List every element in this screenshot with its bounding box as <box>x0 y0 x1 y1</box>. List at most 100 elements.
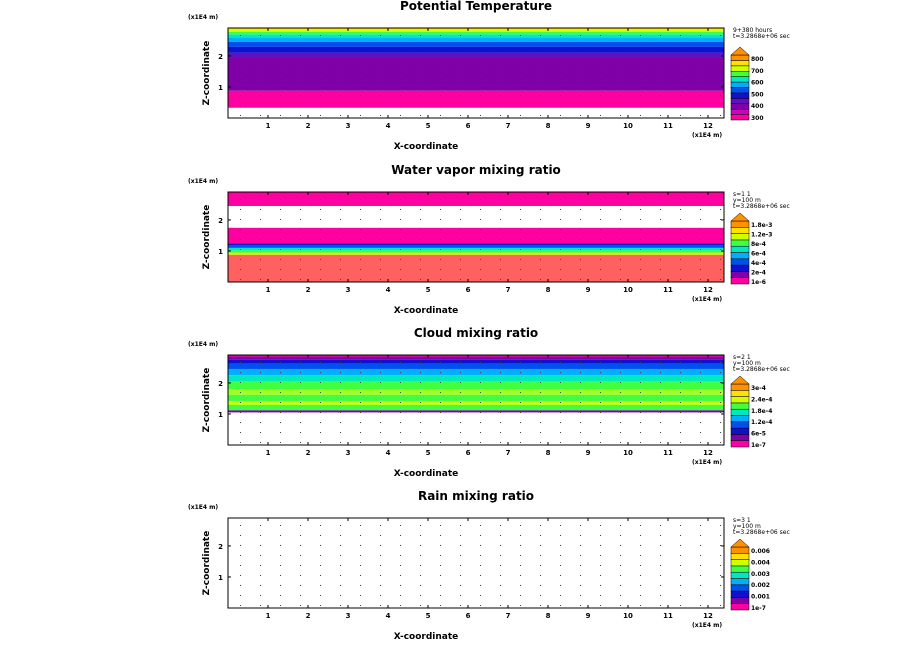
grid-point <box>460 259 461 260</box>
grid-point <box>320 209 321 210</box>
grid-point <box>560 35 561 36</box>
grid-point <box>320 535 321 536</box>
grid-point <box>620 432 621 433</box>
grid-point <box>680 65 681 66</box>
grid-point <box>340 535 341 536</box>
grid-point <box>360 269 361 270</box>
grid-point <box>480 585 481 586</box>
grid-point <box>420 525 421 526</box>
grid-point <box>500 545 501 546</box>
grid-point <box>580 585 581 586</box>
grid-point <box>320 412 321 413</box>
plot-frame <box>227 27 725 119</box>
grid-point <box>320 382 321 383</box>
x-tick-label: 9 <box>586 122 591 130</box>
grid-point <box>260 442 261 443</box>
contour-band <box>228 400 724 405</box>
grid-point <box>520 565 521 566</box>
grid-point <box>700 402 701 403</box>
grid-point <box>580 392 581 393</box>
grid-point <box>580 525 581 526</box>
grid-dots <box>240 362 721 443</box>
grid-point <box>560 565 561 566</box>
grid-point <box>700 45 701 46</box>
grid-point <box>300 249 301 250</box>
grid-point <box>660 412 661 413</box>
grid-point <box>260 605 261 606</box>
x-tick-label: 7 <box>506 612 511 620</box>
grid-point <box>640 249 641 250</box>
contour-band <box>228 227 724 244</box>
grid-point <box>280 402 281 403</box>
grid-point <box>620 259 621 260</box>
grid-point <box>580 382 581 383</box>
grid-point <box>400 229 401 230</box>
grid-point <box>380 382 381 383</box>
grid-point <box>600 65 601 66</box>
grid-point <box>600 595 601 596</box>
grid-point <box>540 595 541 596</box>
grid-point <box>480 535 481 536</box>
grid-point <box>720 422 721 423</box>
grid-point <box>280 392 281 393</box>
grid-point <box>300 45 301 46</box>
grid-point <box>320 402 321 403</box>
grid-point <box>400 525 401 526</box>
grid-point <box>500 199 501 200</box>
grid-point <box>440 372 441 373</box>
grid-point <box>260 75 261 76</box>
grid-point <box>440 199 441 200</box>
x-tick-label: 1 <box>266 612 271 620</box>
grid-point <box>580 209 581 210</box>
grid-point <box>680 555 681 556</box>
grid-point <box>520 279 521 280</box>
contour-band <box>228 363 724 369</box>
grid-point <box>380 105 381 106</box>
grid-point <box>400 565 401 566</box>
grid-point <box>580 402 581 403</box>
grid-point <box>340 199 341 200</box>
colorbar-segment <box>730 258 750 266</box>
grid-point <box>300 392 301 393</box>
grid-point <box>560 229 561 230</box>
grid-point <box>380 115 381 116</box>
x-tick-label: 12 <box>703 612 713 620</box>
grid-point <box>480 229 481 230</box>
grid-point <box>420 219 421 220</box>
grid-point <box>620 239 621 240</box>
grid-point <box>640 362 641 363</box>
grid-point <box>600 279 601 280</box>
grid-point <box>540 105 541 106</box>
grid-point <box>660 65 661 66</box>
colorbar-segment <box>730 54 750 61</box>
grid-point <box>340 432 341 433</box>
grid-point <box>380 412 381 413</box>
grid-point <box>560 402 561 403</box>
x-tick-label: 11 <box>663 286 673 294</box>
grid-point <box>340 585 341 586</box>
grid-point <box>580 362 581 363</box>
grid-point <box>360 535 361 536</box>
grid-point <box>540 392 541 393</box>
x-axis-label: X-coordinate <box>394 469 459 479</box>
grid-point <box>320 279 321 280</box>
grid-point <box>600 269 601 270</box>
grid-point <box>660 45 661 46</box>
grid-point <box>600 35 601 36</box>
grid-point <box>460 585 461 586</box>
grid-point <box>240 95 241 96</box>
grid-point <box>280 565 281 566</box>
grid-point <box>620 115 621 116</box>
grid-point <box>400 279 401 280</box>
grid-point <box>500 432 501 433</box>
grid-point <box>560 239 561 240</box>
y-axis-label: Z-coordinate <box>202 41 212 106</box>
grid-point <box>400 412 401 413</box>
grid-point <box>520 219 521 220</box>
grid-point <box>600 432 601 433</box>
grid-point <box>560 279 561 280</box>
contour-band <box>228 412 724 445</box>
grid-point <box>320 75 321 76</box>
colorbar-segment <box>730 220 750 228</box>
grid-point <box>380 392 381 393</box>
